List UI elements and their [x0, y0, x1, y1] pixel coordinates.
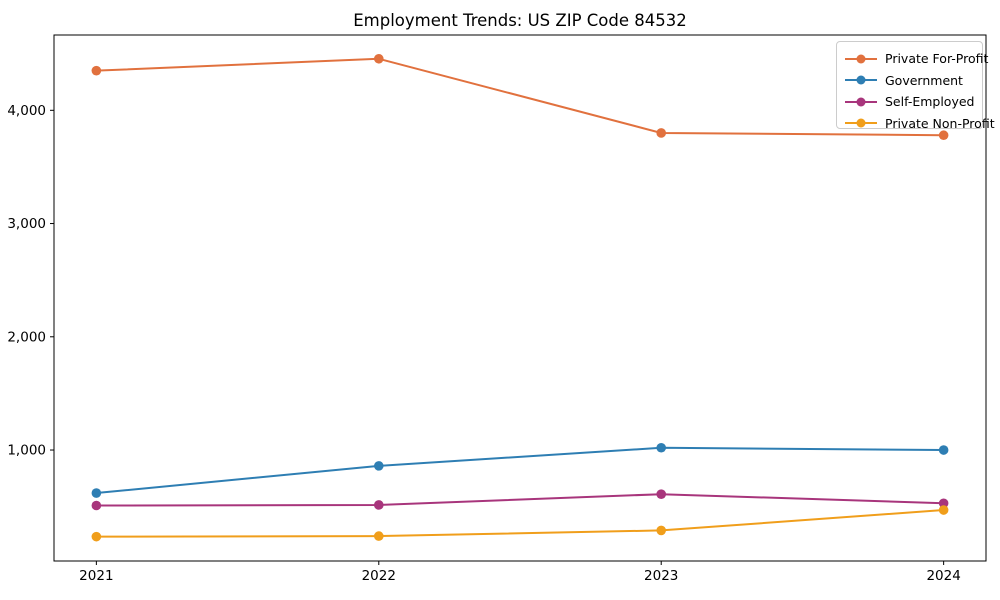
data-point-government-2023: [656, 442, 667, 453]
data-point-self-employed-2021: [91, 500, 102, 511]
legend-label: Government: [885, 72, 963, 88]
data-point-government-2021: [91, 488, 102, 498]
data-point-private-for-profit-2021: [91, 65, 102, 76]
series-line-self-employed: [95, 493, 945, 507]
series-line-government: [95, 446, 945, 495]
data-point-private-non-profit-2023: [656, 525, 667, 536]
legend-label: Self-Employed: [885, 94, 975, 110]
legend: Private For-Profit Government Self-Employe…: [836, 41, 995, 131]
legend-marker-icon: [845, 75, 877, 85]
data-point-government-2024: [938, 445, 949, 455]
legend-label: Private For-Profit: [885, 51, 989, 67]
legend-item-self-employed: Self-Employed: [844, 91, 982, 113]
data-point-private-for-profit-2024: [938, 130, 949, 141]
legend-item-private-non-profit: Private Non-Profit: [844, 113, 995, 135]
legend-item-government: Government: [844, 70, 982, 92]
x-axis-tick-label: 2024: [926, 568, 960, 584]
legend-item-private-for-profit: Private For-Profit: [844, 48, 988, 70]
legend-marker-icon: [845, 118, 877, 128]
axes-frame: [53, 34, 987, 562]
data-point-private-non-profit-2024: [938, 505, 949, 515]
data-point-private-for-profit-2022: [373, 53, 384, 64]
data-point-private-non-profit-2022: [373, 531, 384, 541]
y-axis-tick-label: 1,000: [7, 443, 46, 459]
data-point-private-non-profit-2021: [91, 531, 102, 542]
data-point-self-employed-2023: [656, 489, 667, 499]
x-axis-tick-label: 2023: [644, 568, 678, 584]
chart-title: Employment Trends: US ZIP Code 84532: [353, 11, 687, 30]
y-axis-tick-label: 2,000: [7, 329, 46, 345]
legend-marker-icon: [845, 97, 877, 107]
data-point-self-employed-2022: [373, 500, 384, 510]
legend-marker-icon: [845, 54, 877, 64]
data-point-self-employed-2024: [938, 498, 949, 509]
legend-label: Private Non-Profit: [885, 115, 995, 131]
series-line-private-non-profit: [95, 509, 945, 538]
x-axis-tick-label: 2021: [79, 568, 113, 584]
x-axis-tick-label: 2022: [362, 568, 396, 584]
data-point-government-2022: [373, 461, 384, 471]
data-point-private-for-profit-2023: [656, 128, 667, 138]
series-line-private-for-profit: [95, 57, 945, 137]
y-axis-tick-label: 3,000: [7, 216, 46, 232]
y-axis-tick-label: 4,000: [7, 103, 46, 119]
